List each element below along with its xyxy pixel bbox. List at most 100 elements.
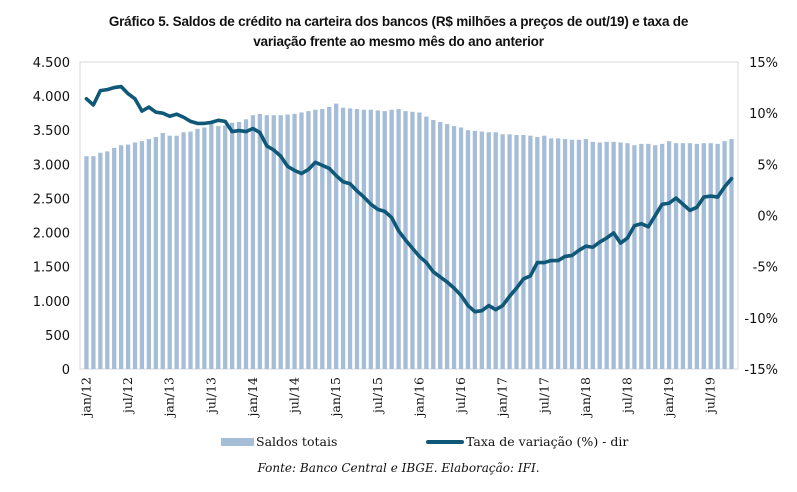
x-tick-label: jan/15 bbox=[328, 377, 343, 419]
bar bbox=[549, 138, 554, 369]
bar bbox=[722, 141, 727, 369]
left-tick-label: 2.500 bbox=[33, 192, 70, 207]
x-tick-label: jan/17 bbox=[495, 377, 510, 419]
bar bbox=[382, 111, 387, 370]
bar bbox=[243, 119, 249, 369]
right-tick-label: 5% bbox=[757, 158, 778, 173]
bar bbox=[562, 139, 568, 369]
bar bbox=[313, 109, 318, 369]
left-tick-label: 500 bbox=[45, 329, 70, 344]
x-tick-label: jul/17 bbox=[536, 377, 551, 415]
x-tick-label: jan/18 bbox=[578, 377, 593, 419]
bar bbox=[334, 103, 339, 370]
bar bbox=[299, 112, 304, 369]
x-tick-label: jul/14 bbox=[287, 377, 302, 415]
bar bbox=[250, 115, 256, 370]
bar bbox=[139, 141, 145, 369]
legend-line-swatch bbox=[426, 439, 464, 444]
bar bbox=[500, 134, 505, 369]
bar bbox=[660, 143, 665, 369]
bar bbox=[632, 145, 637, 369]
bar bbox=[445, 124, 450, 369]
x-tick-label: jan/12 bbox=[79, 377, 94, 419]
bar bbox=[576, 139, 582, 369]
chart-title-line-1: Gráfico 5. Saldos de crédito na carteira… bbox=[108, 14, 689, 29]
bar bbox=[327, 107, 332, 369]
left-tick-label: 3.000 bbox=[33, 158, 70, 173]
right-tick-label: -5% bbox=[753, 261, 778, 276]
bar bbox=[729, 139, 734, 369]
bar bbox=[105, 151, 110, 369]
bar bbox=[514, 135, 519, 369]
x-tick-label: jul/18 bbox=[620, 377, 635, 415]
bar bbox=[375, 110, 380, 369]
bar bbox=[701, 143, 706, 369]
x-tick-label: jul/15 bbox=[370, 377, 385, 415]
bar bbox=[271, 115, 276, 370]
bar bbox=[125, 144, 131, 369]
bar bbox=[583, 139, 589, 369]
bar bbox=[611, 141, 616, 369]
x-tick-label: jan/14 bbox=[245, 377, 260, 419]
bar bbox=[424, 116, 429, 369]
bar bbox=[264, 115, 269, 370]
bar bbox=[153, 137, 158, 369]
bar bbox=[458, 127, 464, 370]
bar bbox=[687, 143, 693, 369]
bar bbox=[639, 143, 644, 369]
bar bbox=[597, 142, 602, 369]
x-tick-label: jul/13 bbox=[203, 377, 218, 415]
right-tick-label: 15% bbox=[749, 56, 778, 71]
bar bbox=[521, 135, 526, 369]
bar bbox=[361, 109, 367, 369]
bar bbox=[472, 130, 478, 369]
right-axis: -15% -10% -5% 0% 5% 10% 15% bbox=[744, 56, 778, 378]
bar bbox=[306, 111, 311, 370]
left-tick-label: 3.500 bbox=[33, 124, 70, 139]
bar bbox=[278, 115, 283, 370]
bar bbox=[160, 132, 165, 369]
legend: Saldos totais Taxa de variação (%) - dir bbox=[0, 434, 797, 454]
bar bbox=[389, 109, 394, 369]
legend-bar-swatch bbox=[221, 437, 254, 446]
bar bbox=[257, 113, 263, 369]
left-tick-label: 1.000 bbox=[33, 295, 70, 310]
bar bbox=[285, 114, 290, 369]
bar bbox=[119, 145, 124, 369]
bar bbox=[666, 141, 672, 369]
x-tick-label: jan/19 bbox=[661, 377, 676, 419]
left-tick-label: 0 bbox=[62, 363, 70, 378]
left-tick-label: 1.500 bbox=[33, 261, 70, 276]
bar bbox=[292, 113, 297, 369]
bar bbox=[715, 143, 720, 369]
x-tick-label: jan/13 bbox=[162, 377, 177, 419]
bar bbox=[98, 152, 103, 369]
bar bbox=[229, 122, 235, 369]
x-tick-label: jan/16 bbox=[411, 377, 426, 419]
bar bbox=[618, 142, 623, 369]
bar bbox=[84, 156, 89, 369]
bar bbox=[486, 132, 491, 369]
left-axis: 0 500 1.000 1.500 2.000 2.500 3.000 3.500 4.000 4… bbox=[33, 56, 70, 378]
bar bbox=[431, 119, 436, 370]
bar bbox=[542, 135, 547, 369]
bar bbox=[347, 108, 353, 369]
bar bbox=[604, 141, 609, 369]
bar bbox=[673, 143, 679, 369]
bar bbox=[479, 131, 484, 369]
bar bbox=[708, 143, 713, 369]
bar bbox=[112, 147, 117, 369]
right-tick-label: 10% bbox=[749, 107, 778, 122]
x-axis: jan/12 jul/12 jan/13 jul/13 jan/14 jul/14 jan/… bbox=[79, 377, 718, 419]
bar bbox=[202, 127, 207, 370]
right-tick-label: 0% bbox=[757, 210, 778, 225]
legend-bar-label: Saldos totais bbox=[256, 434, 338, 449]
x-tick-label: jul/12 bbox=[120, 377, 135, 415]
bar bbox=[216, 126, 221, 369]
bar bbox=[465, 130, 471, 369]
chart-title: Gráfico 5. Saldos de crédito na carteira… bbox=[0, 12, 797, 52]
bar bbox=[694, 143, 699, 369]
bar bbox=[528, 135, 533, 369]
bar bbox=[680, 143, 686, 369]
bar bbox=[209, 123, 214, 370]
